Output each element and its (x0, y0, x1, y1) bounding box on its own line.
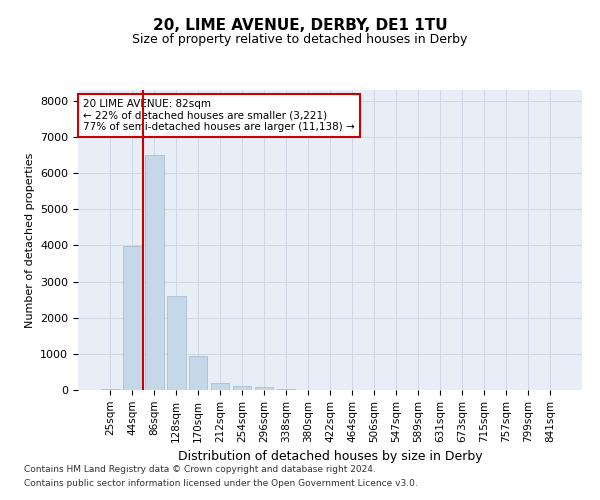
Bar (101, 388, 119, 390)
Text: 20 LIME AVENUE: 82sqm
← 22% of detached houses are smaller (3,221)
77% of semi-d: 20 LIME AVENUE: 82sqm ← 22% of detached … (83, 99, 355, 132)
Bar (189, 356, 208, 390)
Bar (255, 387, 274, 390)
Text: Contains public sector information licensed under the Open Government Licence v3: Contains public sector information licen… (24, 479, 418, 488)
Text: 20, LIME AVENUE, DERBY, DE1 1TU: 20, LIME AVENUE, DERBY, DE1 1TU (152, 18, 448, 32)
Y-axis label: Number of detached properties: Number of detached properties (25, 152, 35, 328)
Bar (277, 388, 295, 390)
X-axis label: Distribution of detached houses by size in Derby: Distribution of detached houses by size … (178, 450, 482, 463)
Text: Size of property relative to detached houses in Derby: Size of property relative to detached ho… (133, 32, 467, 46)
Bar (145, 155, 164, 390)
Text: Contains HM Land Registry data © Crown copyright and database right 2024.: Contains HM Land Registry data © Crown c… (24, 466, 376, 474)
Bar (123, 246, 142, 390)
Bar (167, 296, 185, 390)
Bar (211, 383, 229, 390)
Bar (233, 386, 251, 390)
